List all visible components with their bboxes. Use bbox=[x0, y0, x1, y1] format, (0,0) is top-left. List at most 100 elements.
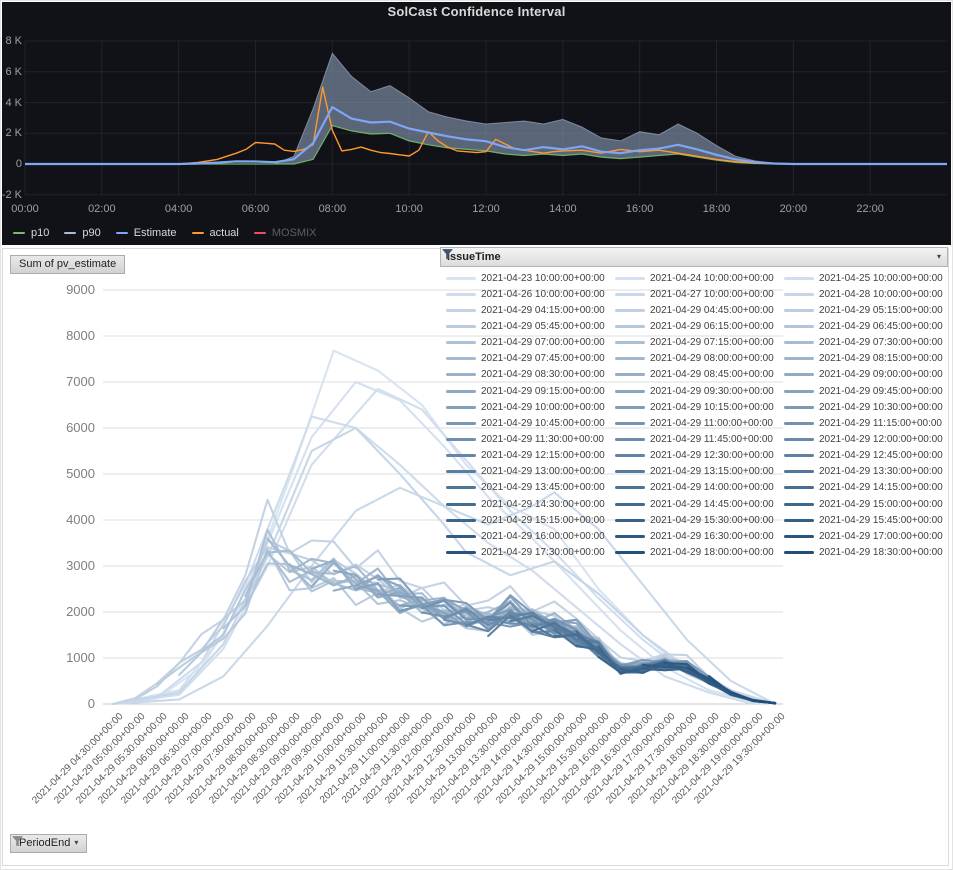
legend-label: 2021-04-29 08:15:00+00:00 bbox=[819, 353, 943, 365]
legend-item-actual[interactable]: actual bbox=[191, 227, 239, 239]
issue-time-legend-item: 2021-04-23 10:00:00+00:00 bbox=[446, 270, 615, 286]
legend-swatch bbox=[784, 502, 814, 506]
legend-label: 2021-04-29 07:45:00+00:00 bbox=[481, 353, 605, 365]
legend-label: 2021-04-29 06:15:00+00:00 bbox=[650, 320, 774, 332]
legend-swatch bbox=[115, 232, 128, 234]
legend-swatch bbox=[784, 276, 814, 280]
legend-swatch bbox=[615, 373, 645, 377]
grafana-y-tick: 2 K bbox=[5, 127, 22, 140]
issue-time-legend-item: 2021-04-29 12:45:00+00:00 bbox=[784, 448, 948, 464]
issue-time-legend-item: 2021-04-29 07:00:00+00:00 bbox=[446, 335, 615, 351]
grafana-y-tick: 6 K bbox=[5, 65, 22, 78]
legend-label: 2021-04-29 08:30:00+00:00 bbox=[481, 369, 605, 381]
legend-swatch bbox=[615, 534, 645, 538]
grafana-x-tick: 16:00 bbox=[625, 203, 654, 215]
issue-time-legend-item: 2021-04-29 10:45:00+00:00 bbox=[446, 415, 615, 431]
legend-label: 2021-04-29 13:15:00+00:00 bbox=[650, 466, 774, 478]
legend-field-button[interactable]: IssueTime ▾ bbox=[440, 247, 948, 267]
issue-time-legend-item: 2021-04-29 12:15:00+00:00 bbox=[446, 448, 615, 464]
chevron-down-icon[interactable]: ▾ bbox=[936, 252, 941, 261]
legend-swatch bbox=[615, 437, 645, 441]
filter-icon[interactable] bbox=[441, 248, 454, 261]
legend-label: 2021-04-29 07:15:00+00:00 bbox=[650, 337, 774, 349]
issue-time-legend-item: 2021-04-29 13:15:00+00:00 bbox=[615, 464, 784, 480]
legend-swatch bbox=[446, 357, 476, 361]
issue-time-legend-item: 2021-04-29 10:15:00+00:00 bbox=[615, 399, 784, 415]
legend-swatch bbox=[784, 308, 814, 312]
legend-swatch bbox=[784, 454, 814, 458]
legend-swatch bbox=[615, 341, 645, 345]
legend-label: 2021-04-29 12:15:00+00:00 bbox=[481, 450, 605, 462]
legend-label: 2021-04-29 05:45:00+00:00 bbox=[481, 320, 605, 332]
legend-swatch bbox=[446, 373, 476, 377]
issue-time-legend-item: 2021-04-29 15:15:00+00:00 bbox=[446, 512, 615, 528]
issue-time-legend-item: 2021-04-29 10:30:00+00:00 bbox=[784, 399, 948, 415]
issue-time-legend-item: 2021-04-29 11:30:00+00:00 bbox=[446, 431, 615, 447]
legend-swatch bbox=[64, 232, 77, 234]
issue-time-legend-item: 2021-04-29 08:15:00+00:00 bbox=[784, 351, 948, 367]
legend-swatch bbox=[784, 341, 814, 345]
legend-swatch bbox=[784, 437, 814, 441]
legend-item-p10[interactable]: p10 bbox=[13, 227, 49, 239]
issue-time-legend: 2021-04-23 10:00:00+00:00 2021-04-24 10:0… bbox=[446, 270, 948, 561]
pivot-y-tick: 7000 bbox=[66, 374, 95, 389]
legend-label: 2021-04-29 14:30:00+00:00 bbox=[481, 498, 605, 510]
legend-label: 2021-04-29 11:45:00+00:00 bbox=[650, 433, 773, 445]
legend-swatch bbox=[446, 502, 476, 506]
legend-label: 2021-04-29 14:00:00+00:00 bbox=[650, 482, 774, 494]
legend-label: 2021-04-29 08:00:00+00:00 bbox=[650, 353, 774, 365]
legend-label: 2021-04-29 14:15:00+00:00 bbox=[819, 482, 943, 494]
legend-label: 2021-04-29 09:30:00+00:00 bbox=[650, 385, 774, 397]
legend-label: 2021-04-29 18:00:00+00:00 bbox=[650, 546, 774, 558]
issue-time-legend-item: 2021-04-29 09:15:00+00:00 bbox=[446, 383, 615, 399]
issue-time-legend-item: 2021-04-29 11:45:00+00:00 bbox=[615, 431, 784, 447]
legend-label: 2021-04-29 12:45:00+00:00 bbox=[819, 450, 943, 462]
issue-time-legend-item: 2021-04-29 07:15:00+00:00 bbox=[615, 335, 784, 351]
legend-title: IssueTime bbox=[447, 251, 501, 263]
legend-swatch bbox=[784, 292, 814, 296]
grafana-y-tick: 4 K bbox=[5, 96, 22, 109]
legend-label: 2021-04-29 15:00:00+00:00 bbox=[819, 498, 943, 510]
legend-item-Estimate[interactable]: Estimate bbox=[115, 227, 177, 239]
legend-label: 2021-04-29 10:30:00+00:00 bbox=[819, 401, 943, 413]
legend-swatch bbox=[615, 324, 645, 328]
grafana-x-tick: 18:00 bbox=[702, 203, 731, 215]
axis-field-button[interactable]: PeriodEnd ▾ bbox=[10, 834, 88, 853]
issue-time-legend-item: 2021-04-29 15:00:00+00:00 bbox=[784, 496, 948, 512]
issue-time-legend-item: 2021-04-29 07:30:00+00:00 bbox=[784, 335, 948, 351]
issue-time-legend-item: 2021-04-26 10:00:00+00:00 bbox=[446, 286, 615, 302]
legend-label: 2021-04-29 12:30:00+00:00 bbox=[650, 450, 774, 462]
legend-label: 2021-04-29 11:30:00+00:00 bbox=[481, 433, 604, 445]
grafana-x-tick: 12:00 bbox=[472, 203, 500, 215]
value-field-button[interactable]: Sum of pv_estimate bbox=[10, 255, 126, 274]
legend-label: 2021-04-29 09:45:00+00:00 bbox=[819, 385, 943, 397]
issue-time-legend-item: 2021-04-29 14:45:00+00:00 bbox=[615, 496, 784, 512]
legend-label: 2021-04-29 17:30:00+00:00 bbox=[481, 546, 605, 558]
legend-swatch bbox=[446, 276, 476, 280]
legend-label: 2021-04-25 10:00:00+00:00 bbox=[819, 272, 943, 284]
legend-swatch bbox=[446, 470, 476, 474]
grafana-x-tick: 10:00 bbox=[395, 203, 423, 215]
legend-swatch bbox=[446, 454, 476, 458]
legend-label: p10 bbox=[31, 227, 50, 239]
legend-swatch bbox=[784, 550, 814, 554]
grafana-panel-title: SolCast Confidence Interval bbox=[387, 4, 566, 19]
filter-icon[interactable] bbox=[11, 835, 24, 848]
legend-swatch bbox=[446, 534, 476, 538]
legend-item-MOSMIX[interactable]: MOSMIX bbox=[253, 227, 317, 239]
issue-time-legend-item: 2021-04-29 14:30:00+00:00 bbox=[446, 496, 615, 512]
legend-swatch bbox=[784, 324, 814, 328]
legend-item-p90[interactable]: p90 bbox=[64, 227, 101, 239]
legend-label: 2021-04-29 13:45:00+00:00 bbox=[481, 482, 605, 494]
legend-label: 2021-04-27 10:00:00+00:00 bbox=[650, 288, 774, 300]
issue-time-legend-item: 2021-04-29 04:45:00+00:00 bbox=[615, 302, 784, 318]
legend-swatch bbox=[615, 486, 645, 490]
legend-label: 2021-04-29 09:15:00+00:00 bbox=[481, 385, 605, 397]
axis-field-label: PeriodEnd bbox=[19, 837, 71, 849]
issue-time-legend-item: 2021-04-29 16:00:00+00:00 bbox=[446, 528, 615, 544]
chevron-down-icon[interactable]: ▾ bbox=[74, 838, 79, 847]
legend-label: p90 bbox=[82, 227, 101, 239]
legend-label: 2021-04-29 15:45:00+00:00 bbox=[819, 514, 943, 526]
